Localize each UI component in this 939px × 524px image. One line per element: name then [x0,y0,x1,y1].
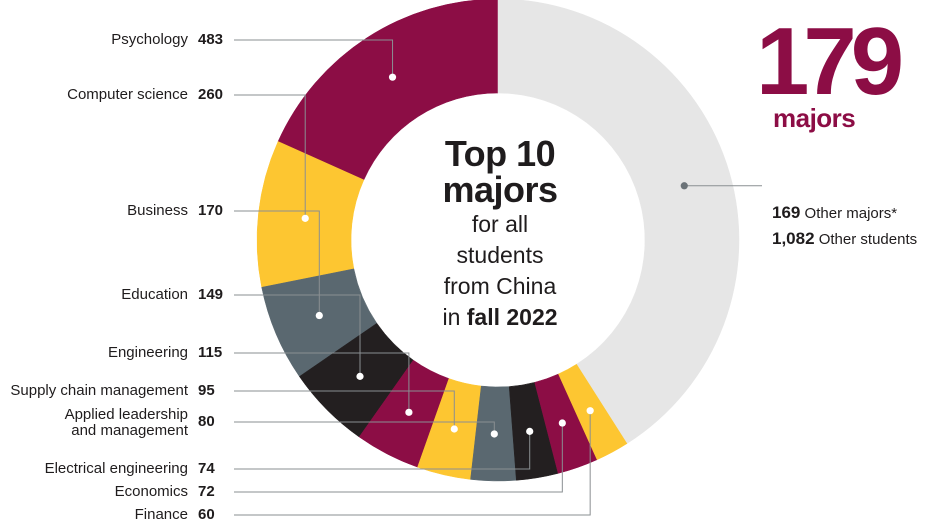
category-name: Electrical engineering [45,460,188,477]
other-majors-text: Other majors* [804,205,898,222]
label-finance: Finance 60 [135,407,594,523]
category-name: Education [121,286,188,303]
category-value: 60 [198,506,215,523]
category-value: 483 [198,31,223,48]
label-dot [450,425,458,433]
leader-line [234,94,306,219]
label-engineering: Engineering 115 [108,344,413,416]
label-business: Business 170 [127,202,323,320]
category-value: 74 [198,460,215,477]
leader-line [234,294,361,377]
label-education: Education 149 [121,286,364,380]
label-dot [315,311,323,320]
other-students-value: 1,082 [772,229,815,248]
leader-line [234,39,394,78]
category-name: Supply chain management [10,382,188,399]
label-dot [558,419,566,427]
label-dot [680,182,688,190]
center-sub-bold: fall 2022 [466,304,558,330]
center-sub-line2: students [456,242,544,268]
label-psychology: Psychology 483 [111,31,397,81]
label-dot [586,407,594,415]
total-majors-label: majors [773,103,856,133]
category-name: Applied leadership [65,406,188,423]
category-name: Engineering [108,344,188,361]
label-computer-science: Computer science 260 [67,86,309,222]
category-name: Computer science [67,86,188,103]
center-sub-line3: from China [443,273,557,299]
label-dot [526,427,534,435]
label-dot [405,408,413,416]
category-name: Psychology [111,31,188,48]
label-dot [356,372,364,380]
label-dot [301,214,309,222]
category-name: and management [71,422,189,439]
label-other [680,182,762,190]
label-economics: Economics 72 [115,419,566,500]
other-students-text: Other students [818,231,918,248]
label-dot [388,73,397,81]
center-title-line1: Top 10 [444,133,556,174]
total-majors-count: 179 [756,8,904,115]
category-value: 72 [198,483,215,500]
leader-line [234,352,410,413]
leader-line [234,421,495,434]
category-name: Business [127,202,188,219]
label-dot [490,430,498,438]
label-supply-chain-management: Supply chain management 95 [10,382,458,433]
category-name: Finance [135,506,188,523]
category-value: 95 [198,382,215,399]
center-sub-line1: for all [471,211,529,237]
leader-line [234,390,455,430]
chart-center-title: Top 10 majors for all students from Chin… [395,136,605,332]
leader-line [234,423,563,493]
other-majors-label: 169 Other majors* [772,203,897,224]
center-sub-prefix: in [442,304,461,330]
leader-line [234,410,591,516]
leader-line [234,210,320,316]
other-majors-value: 169 [772,203,801,222]
category-value: 80 [198,413,215,430]
category-value: 115 [198,344,222,361]
center-title-line2: majors [442,169,558,210]
category-name: Economics [115,483,188,500]
center-sub-line4: in fall 2022 [395,303,605,332]
category-value: 260 [198,86,223,103]
other-students-label: 1,082 Other students [772,229,917,250]
slice-psychology [277,0,499,181]
leader-line [234,431,531,470]
label-electrical-engineering: Electrical engineering 74 [45,427,534,477]
category-value: 149 [198,286,223,303]
category-value: 170 [198,202,223,219]
